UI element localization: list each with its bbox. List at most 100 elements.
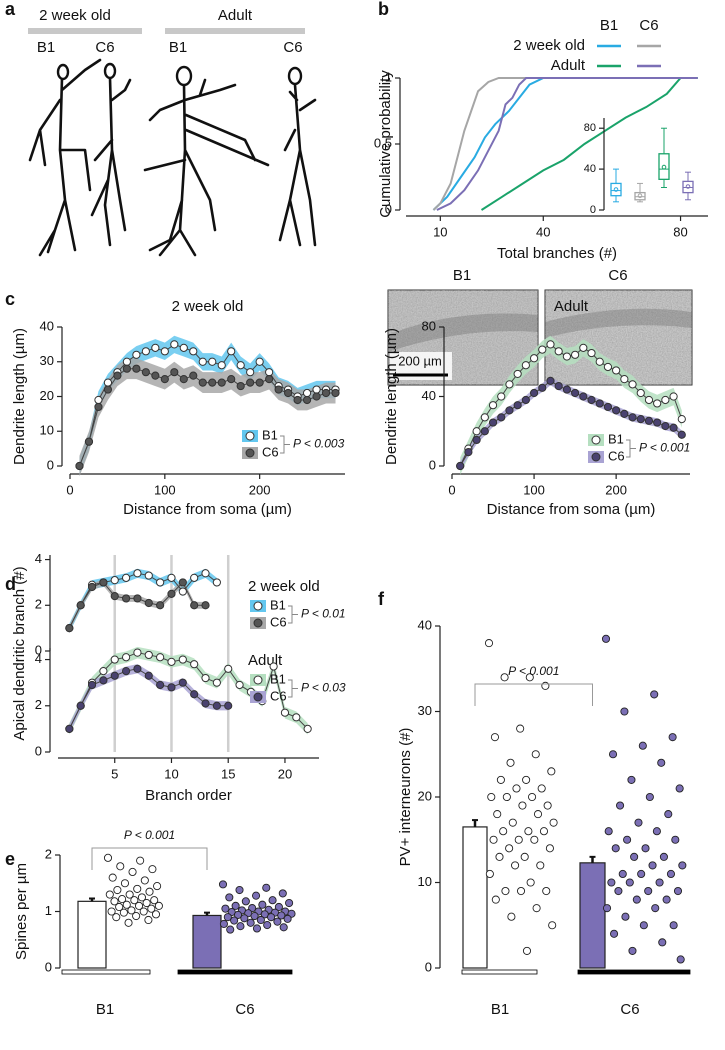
data-point xyxy=(650,690,659,699)
data-point xyxy=(140,876,149,885)
y-tick-label: 0 xyxy=(590,204,596,216)
y-tick-label: 80 xyxy=(422,318,436,333)
data-point xyxy=(105,890,114,899)
data-point xyxy=(221,904,230,913)
x-tick-label: 10 xyxy=(164,766,178,781)
data-point xyxy=(285,898,294,908)
y-tick-label: 20 xyxy=(418,788,432,803)
data-point xyxy=(235,680,244,690)
data-point xyxy=(142,898,151,908)
data-point xyxy=(571,388,580,398)
data-point xyxy=(664,810,673,819)
data-point xyxy=(278,889,287,898)
cdf-line xyxy=(432,77,698,211)
data-point xyxy=(513,401,522,410)
group-label: 2 week old xyxy=(39,7,111,24)
panel-label: f xyxy=(378,589,385,609)
legend-title: Adult xyxy=(248,652,283,669)
y-tick-label: 10 xyxy=(418,874,432,889)
x-tick-label: 20 xyxy=(278,766,292,781)
cdf-line xyxy=(436,77,698,211)
data-point xyxy=(236,381,245,391)
data-point xyxy=(661,421,670,431)
data-point xyxy=(521,361,530,370)
data-point xyxy=(150,896,159,905)
series-line xyxy=(459,380,683,467)
data-point xyxy=(549,818,558,827)
data-point xyxy=(133,664,142,673)
data-point xyxy=(520,852,529,861)
data-point xyxy=(488,401,498,410)
data-point xyxy=(108,873,117,882)
data-point xyxy=(224,664,233,673)
data-point xyxy=(151,343,160,352)
data-point xyxy=(241,897,250,906)
data-point xyxy=(562,352,571,361)
data-point xyxy=(156,578,165,587)
data-point xyxy=(167,589,176,598)
data-point xyxy=(121,667,131,676)
data-point xyxy=(312,392,321,401)
legend-marker xyxy=(245,448,255,458)
cdf-line xyxy=(480,77,698,211)
data-point xyxy=(604,827,613,836)
data-point xyxy=(179,343,188,352)
data-point xyxy=(302,388,312,398)
data-point xyxy=(190,690,199,699)
data-point xyxy=(595,399,604,408)
data-point xyxy=(587,348,596,358)
mean xyxy=(613,187,619,192)
data-point xyxy=(87,582,97,592)
data-point xyxy=(279,923,288,932)
data-point xyxy=(655,878,664,887)
error-band xyxy=(69,664,229,734)
y-tick-label: 1 xyxy=(385,69,392,84)
y-tick-label: 2 xyxy=(35,597,42,612)
data-point xyxy=(141,368,150,377)
data-point xyxy=(506,758,515,767)
category-strip xyxy=(577,969,691,975)
data-point xyxy=(662,895,671,904)
data-point xyxy=(178,578,187,587)
data-point xyxy=(505,844,514,853)
panel-label: c xyxy=(5,289,15,309)
data-point xyxy=(490,733,500,742)
region-label: B1 xyxy=(169,39,187,56)
legend-label: B1 xyxy=(270,671,286,686)
data-point xyxy=(156,653,165,662)
y-tick-label: 30 xyxy=(418,703,432,718)
data-point xyxy=(677,414,686,424)
data-point xyxy=(616,801,625,810)
region-label: C6 xyxy=(95,39,114,56)
data-point xyxy=(223,913,232,922)
y-tick-label: 40 xyxy=(422,388,436,403)
data-point xyxy=(124,918,133,927)
data-point xyxy=(235,885,244,895)
annotation: P < 0.001 xyxy=(639,441,690,455)
data-point xyxy=(148,865,157,874)
legend-label: C6 xyxy=(608,448,625,463)
legend-bracket xyxy=(288,679,298,698)
y-tick-label: 0 xyxy=(47,457,54,472)
data-point xyxy=(246,378,255,387)
data-point xyxy=(658,938,667,947)
data-point xyxy=(512,784,521,793)
data-point xyxy=(133,884,142,893)
data-point xyxy=(611,844,620,853)
data-point xyxy=(669,921,678,930)
box xyxy=(682,180,694,194)
y-tick-label: 0 xyxy=(35,743,42,758)
data-point xyxy=(641,844,650,853)
data-point xyxy=(132,364,141,373)
data-point xyxy=(151,371,160,380)
data-point xyxy=(217,378,226,387)
legend-marker xyxy=(253,675,263,685)
group-bar xyxy=(28,28,142,34)
data-point xyxy=(501,887,510,896)
x-tick-label: C6 xyxy=(620,1001,639,1018)
data-point xyxy=(201,699,210,708)
data-point xyxy=(144,671,153,680)
data-point xyxy=(116,862,125,871)
data-point xyxy=(212,678,221,687)
data-point xyxy=(246,368,255,377)
